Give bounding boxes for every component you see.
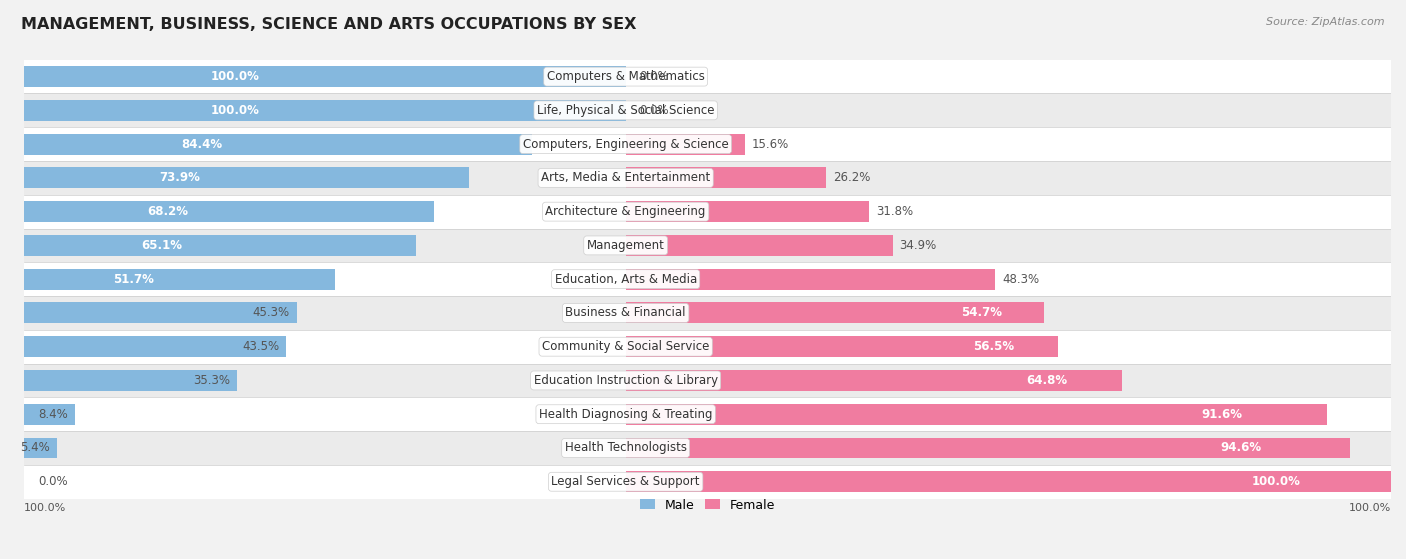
FancyBboxPatch shape <box>24 100 626 121</box>
FancyBboxPatch shape <box>626 134 745 155</box>
FancyBboxPatch shape <box>24 127 1391 161</box>
Text: 54.7%: 54.7% <box>960 306 1002 319</box>
FancyBboxPatch shape <box>24 161 1391 195</box>
Text: 45.3%: 45.3% <box>253 306 290 319</box>
Text: 35.3%: 35.3% <box>193 374 229 387</box>
FancyBboxPatch shape <box>24 397 1391 431</box>
Text: 26.2%: 26.2% <box>832 172 870 184</box>
Text: 73.9%: 73.9% <box>159 172 200 184</box>
Text: 100.0%: 100.0% <box>211 104 259 117</box>
Text: 100.0%: 100.0% <box>1348 503 1391 513</box>
FancyBboxPatch shape <box>626 168 827 188</box>
Text: Education, Arts & Media: Education, Arts & Media <box>554 273 697 286</box>
FancyBboxPatch shape <box>626 471 1391 492</box>
Text: Business & Financial: Business & Financial <box>565 306 686 319</box>
Text: Architecture & Engineering: Architecture & Engineering <box>546 205 706 218</box>
FancyBboxPatch shape <box>24 438 56 458</box>
FancyBboxPatch shape <box>626 336 1059 357</box>
Text: 51.7%: 51.7% <box>112 273 153 286</box>
FancyBboxPatch shape <box>24 370 236 391</box>
FancyBboxPatch shape <box>24 168 468 188</box>
Text: Arts, Media & Entertainment: Arts, Media & Entertainment <box>541 172 710 184</box>
Text: Source: ZipAtlas.com: Source: ZipAtlas.com <box>1267 17 1385 27</box>
Legend: Male, Female: Male, Female <box>636 494 780 517</box>
Text: 100.0%: 100.0% <box>1251 475 1301 488</box>
FancyBboxPatch shape <box>24 201 434 222</box>
FancyBboxPatch shape <box>24 336 285 357</box>
Text: 68.2%: 68.2% <box>148 205 188 218</box>
FancyBboxPatch shape <box>24 134 531 155</box>
Text: Life, Physical & Social Science: Life, Physical & Social Science <box>537 104 714 117</box>
Text: Health Technologists: Health Technologists <box>565 442 686 454</box>
Text: 64.8%: 64.8% <box>1026 374 1067 387</box>
FancyBboxPatch shape <box>626 235 893 256</box>
Text: Health Diagnosing & Treating: Health Diagnosing & Treating <box>538 408 713 421</box>
Text: 56.5%: 56.5% <box>973 340 1014 353</box>
FancyBboxPatch shape <box>24 296 1391 330</box>
FancyBboxPatch shape <box>24 195 1391 229</box>
Text: 94.6%: 94.6% <box>1220 442 1261 454</box>
Text: Computers, Engineering & Science: Computers, Engineering & Science <box>523 138 728 150</box>
FancyBboxPatch shape <box>24 465 1391 499</box>
FancyBboxPatch shape <box>24 431 1391 465</box>
Text: 31.8%: 31.8% <box>876 205 912 218</box>
FancyBboxPatch shape <box>626 269 995 290</box>
Text: 84.4%: 84.4% <box>181 138 222 150</box>
FancyBboxPatch shape <box>24 363 1391 397</box>
Text: Legal Services & Support: Legal Services & Support <box>551 475 700 488</box>
FancyBboxPatch shape <box>24 93 1391 127</box>
FancyBboxPatch shape <box>626 302 1045 324</box>
FancyBboxPatch shape <box>24 235 416 256</box>
Text: 100.0%: 100.0% <box>24 503 66 513</box>
Text: 43.5%: 43.5% <box>242 340 278 353</box>
FancyBboxPatch shape <box>626 438 1350 458</box>
Text: Management: Management <box>586 239 665 252</box>
Text: 34.9%: 34.9% <box>900 239 936 252</box>
Text: 100.0%: 100.0% <box>211 70 259 83</box>
FancyBboxPatch shape <box>24 66 626 87</box>
FancyBboxPatch shape <box>24 229 1391 262</box>
Text: 0.0%: 0.0% <box>38 475 67 488</box>
FancyBboxPatch shape <box>24 330 1391 363</box>
Text: 5.4%: 5.4% <box>20 442 51 454</box>
Text: 48.3%: 48.3% <box>1002 273 1039 286</box>
FancyBboxPatch shape <box>24 404 75 425</box>
Text: Education Instruction & Library: Education Instruction & Library <box>534 374 717 387</box>
FancyBboxPatch shape <box>24 269 335 290</box>
Text: MANAGEMENT, BUSINESS, SCIENCE AND ARTS OCCUPATIONS BY SEX: MANAGEMENT, BUSINESS, SCIENCE AND ARTS O… <box>21 17 637 32</box>
Text: Computers & Mathematics: Computers & Mathematics <box>547 70 704 83</box>
FancyBboxPatch shape <box>24 60 1391 93</box>
Text: 15.6%: 15.6% <box>752 138 789 150</box>
FancyBboxPatch shape <box>24 302 297 324</box>
FancyBboxPatch shape <box>626 404 1327 425</box>
Text: 65.1%: 65.1% <box>141 239 181 252</box>
Text: 0.0%: 0.0% <box>640 104 669 117</box>
Text: 91.6%: 91.6% <box>1201 408 1241 421</box>
Text: 0.0%: 0.0% <box>640 70 669 83</box>
Text: Community & Social Service: Community & Social Service <box>541 340 710 353</box>
FancyBboxPatch shape <box>626 201 869 222</box>
FancyBboxPatch shape <box>626 370 1122 391</box>
Text: 8.4%: 8.4% <box>38 408 67 421</box>
FancyBboxPatch shape <box>24 262 1391 296</box>
